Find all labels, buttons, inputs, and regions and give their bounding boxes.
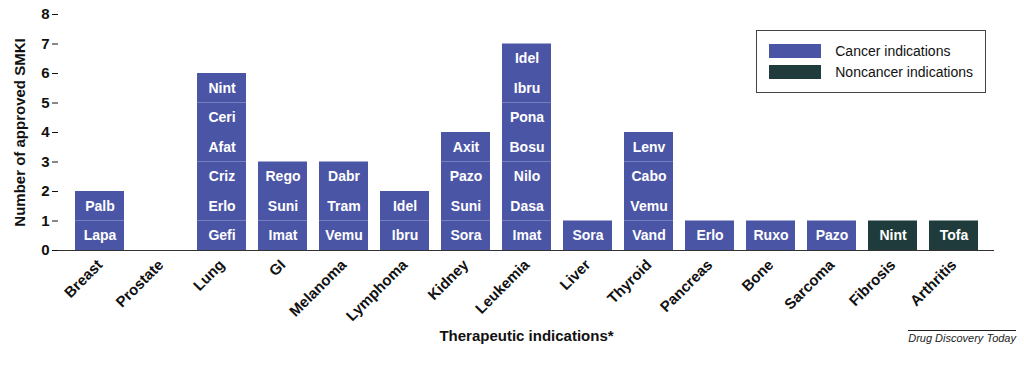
svg-text:Imat: Imat	[269, 227, 298, 243]
svg-text:3: 3	[41, 153, 49, 170]
html-text:Noncancer indications: Noncancer indications	[835, 64, 973, 80]
svg-text:Ibru: Ibru	[514, 80, 540, 96]
svg-text:Erlo: Erlo	[208, 198, 235, 214]
svg-text:Pazo: Pazo	[450, 168, 483, 184]
svg-text:Axit: Axit	[453, 139, 480, 155]
svg-text:Ceri: Ceri	[208, 109, 235, 125]
svg-text:Fibrosis: Fibrosis	[845, 256, 898, 309]
svg-text:Vemu: Vemu	[325, 227, 362, 243]
svg-text:Lenv: Lenv	[633, 139, 666, 155]
svg-text:Bone: Bone	[738, 256, 777, 295]
svg-text:5: 5	[41, 94, 49, 111]
svg-text:Ruxo: Ruxo	[754, 227, 789, 243]
svg-text:6: 6	[41, 64, 49, 81]
svg-text:Ibru: Ibru	[392, 227, 418, 243]
svg-text:Vand: Vand	[632, 227, 665, 243]
svg-text:Prostate: Prostate	[112, 256, 166, 310]
html-text:Drug Discovery Today: Drug Discovery Today	[908, 332, 1016, 344]
svg-text:Vemu: Vemu	[630, 198, 667, 214]
svg-text:Pancreas: Pancreas	[656, 256, 715, 315]
svg-text:Nint: Nint	[208, 80, 236, 96]
svg-text:Thyroid: Thyroid	[604, 256, 655, 307]
svg-text:Erlo: Erlo	[696, 227, 723, 243]
svg-text:GI: GI	[265, 256, 288, 279]
svg-text:Tofa: Tofa	[940, 227, 969, 243]
svg-text:0: 0	[41, 241, 49, 258]
svg-text:Kidney: Kidney	[424, 255, 472, 303]
svg-text:Liver: Liver	[556, 256, 593, 293]
svg-text:Nint: Nint	[879, 227, 907, 243]
svg-text:Leukemia: Leukemia	[472, 255, 533, 316]
svg-text:Arthritis: Arthritis	[906, 256, 959, 309]
svg-text:7: 7	[41, 35, 49, 52]
svg-text:Pazo: Pazo	[816, 227, 849, 243]
svg-text:Pona: Pona	[510, 109, 544, 125]
svg-text:4: 4	[41, 123, 50, 140]
svg-text:Idel: Idel	[393, 198, 417, 214]
svg-text:Gefi: Gefi	[208, 227, 235, 243]
svg-text:Lapa: Lapa	[84, 227, 117, 243]
svg-text:Dasa: Dasa	[510, 198, 544, 214]
svg-text:Rego: Rego	[266, 168, 301, 184]
svg-text:Dabr: Dabr	[328, 168, 360, 184]
svg-text:Sora: Sora	[572, 227, 603, 243]
svg-text:Lung: Lung	[190, 256, 228, 294]
svg-text:Melanoma: Melanoma	[286, 255, 350, 319]
svg-text:Cabo: Cabo	[632, 168, 667, 184]
svg-text:Lymphoma: Lymphoma	[342, 255, 411, 324]
svg-text:Number of approved SMKI: Number of approved SMKI	[11, 38, 28, 226]
html-text:Cancer indications: Cancer indications	[835, 43, 951, 59]
svg-text:Criz: Criz	[209, 168, 235, 184]
svg-text:2: 2	[41, 182, 49, 199]
svg-text:Palb: Palb	[85, 198, 115, 214]
svg-text:Idel: Idel	[515, 50, 539, 66]
svg-text:Therapeutic indications*: Therapeutic indications*	[439, 327, 613, 344]
svg-text:Afat: Afat	[208, 139, 236, 155]
svg-text:Suni: Suni	[268, 198, 298, 214]
svg-text:Bosu: Bosu	[510, 139, 545, 155]
svg-text:Nilo: Nilo	[514, 168, 540, 184]
svg-text:Breast: Breast	[60, 256, 105, 301]
svg-text:Suni: Suni	[451, 198, 481, 214]
svg-text:Sarcoma: Sarcoma	[781, 255, 838, 312]
svg-text:8: 8	[41, 5, 49, 22]
svg-text:Sora: Sora	[450, 227, 481, 243]
svg-text:1: 1	[41, 212, 49, 229]
svg-text:Imat: Imat	[513, 227, 542, 243]
svg-text:Tram: Tram	[327, 198, 360, 214]
